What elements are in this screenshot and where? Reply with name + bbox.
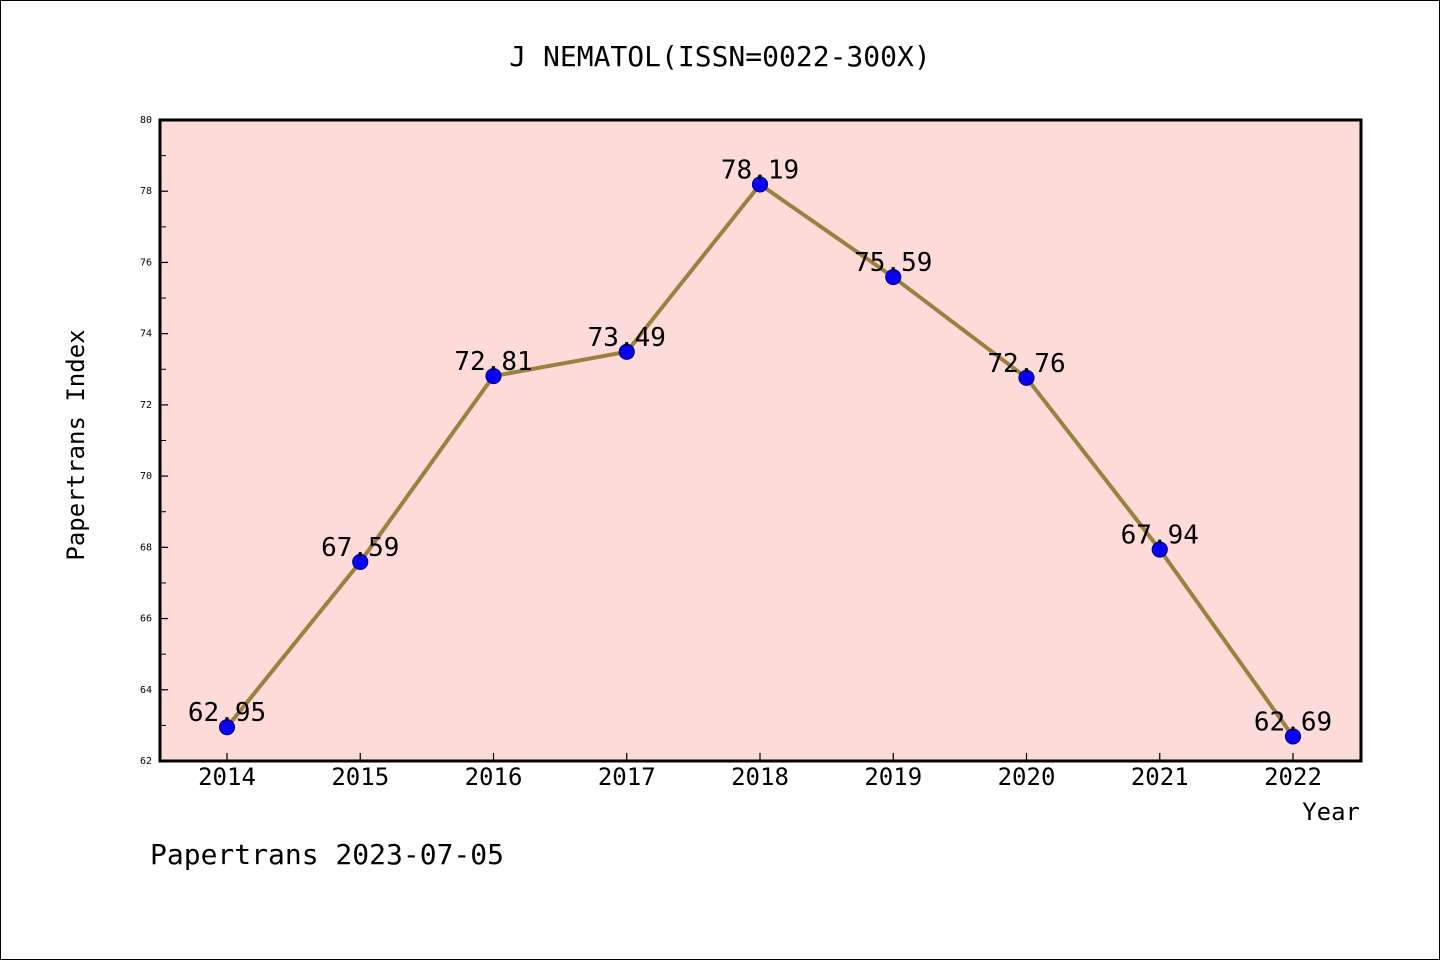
- y-tick-label: 64: [140, 685, 152, 696]
- x-tick-label: 2020: [998, 763, 1056, 791]
- data-labels: 62.95 67.59 72.81 73.49 78.19 75.59 72.76 67.94…: [188, 155, 1332, 737]
- x-axis-ticks: 2014 2015 2016 2017 2018 2019 2020 2021 2022: [198, 753, 1322, 791]
- data-markers: [218, 176, 1302, 745]
- data-value-label: 72.81: [454, 347, 532, 377]
- data-value-label: 72.76: [987, 349, 1065, 379]
- data-point-marker: [218, 719, 236, 736]
- data-point-marker: [618, 343, 635, 360]
- x-tick-label: 2018: [731, 763, 789, 791]
- data-value-label: 75.59: [854, 248, 932, 278]
- y-tick-label: 68: [140, 542, 152, 553]
- y-tick-label: 70: [140, 471, 152, 482]
- y-tick-label: 78: [140, 186, 152, 197]
- plot-border: [158, 118, 1363, 763]
- chart-title: J NEMATOL(ISSN=0022-300X): [509, 40, 930, 73]
- data-point-marker: [751, 176, 769, 193]
- data-value-label: 67.94: [1121, 520, 1199, 550]
- data-value-label: 78.19: [721, 155, 799, 185]
- data-value-label: 62.95: [188, 698, 266, 728]
- data-point-marker: [352, 553, 369, 571]
- y-tick-label: 66: [140, 614, 152, 625]
- data-point-marker: [1151, 541, 1168, 558]
- x-tick-label: 2015: [331, 763, 389, 791]
- y-tick-label: 72: [140, 400, 152, 411]
- x-tick-label: 2014: [198, 763, 256, 791]
- data-value-label: 73.49: [588, 323, 666, 353]
- data-point-marker: [485, 367, 502, 385]
- y-tick-label: 74: [140, 329, 152, 340]
- x-axis-label: Year: [1302, 798, 1360, 826]
- data-value-label: 67.59: [321, 533, 399, 563]
- data-point-marker: [885, 268, 902, 286]
- data-value-label: 62.69: [1254, 707, 1332, 737]
- x-tick-label: 2016: [465, 763, 523, 791]
- y-tick-label: 76: [140, 257, 152, 268]
- plot-area: [160, 120, 1361, 761]
- x-tick-label: 2022: [1264, 763, 1322, 791]
- x-tick-label: 2017: [598, 763, 656, 791]
- y-tick-label: 62: [140, 756, 152, 767]
- data-point-marker: [1284, 728, 1302, 745]
- footer-text: Papertrans 2023-07-05: [150, 838, 504, 871]
- x-tick-label: 2019: [864, 763, 922, 791]
- y-axis-label: Papertrans Index: [62, 329, 90, 560]
- x-tick-label: 2021: [1131, 763, 1189, 791]
- data-point-marker: [1018, 369, 1035, 386]
- y-tick-label: 80: [140, 115, 152, 126]
